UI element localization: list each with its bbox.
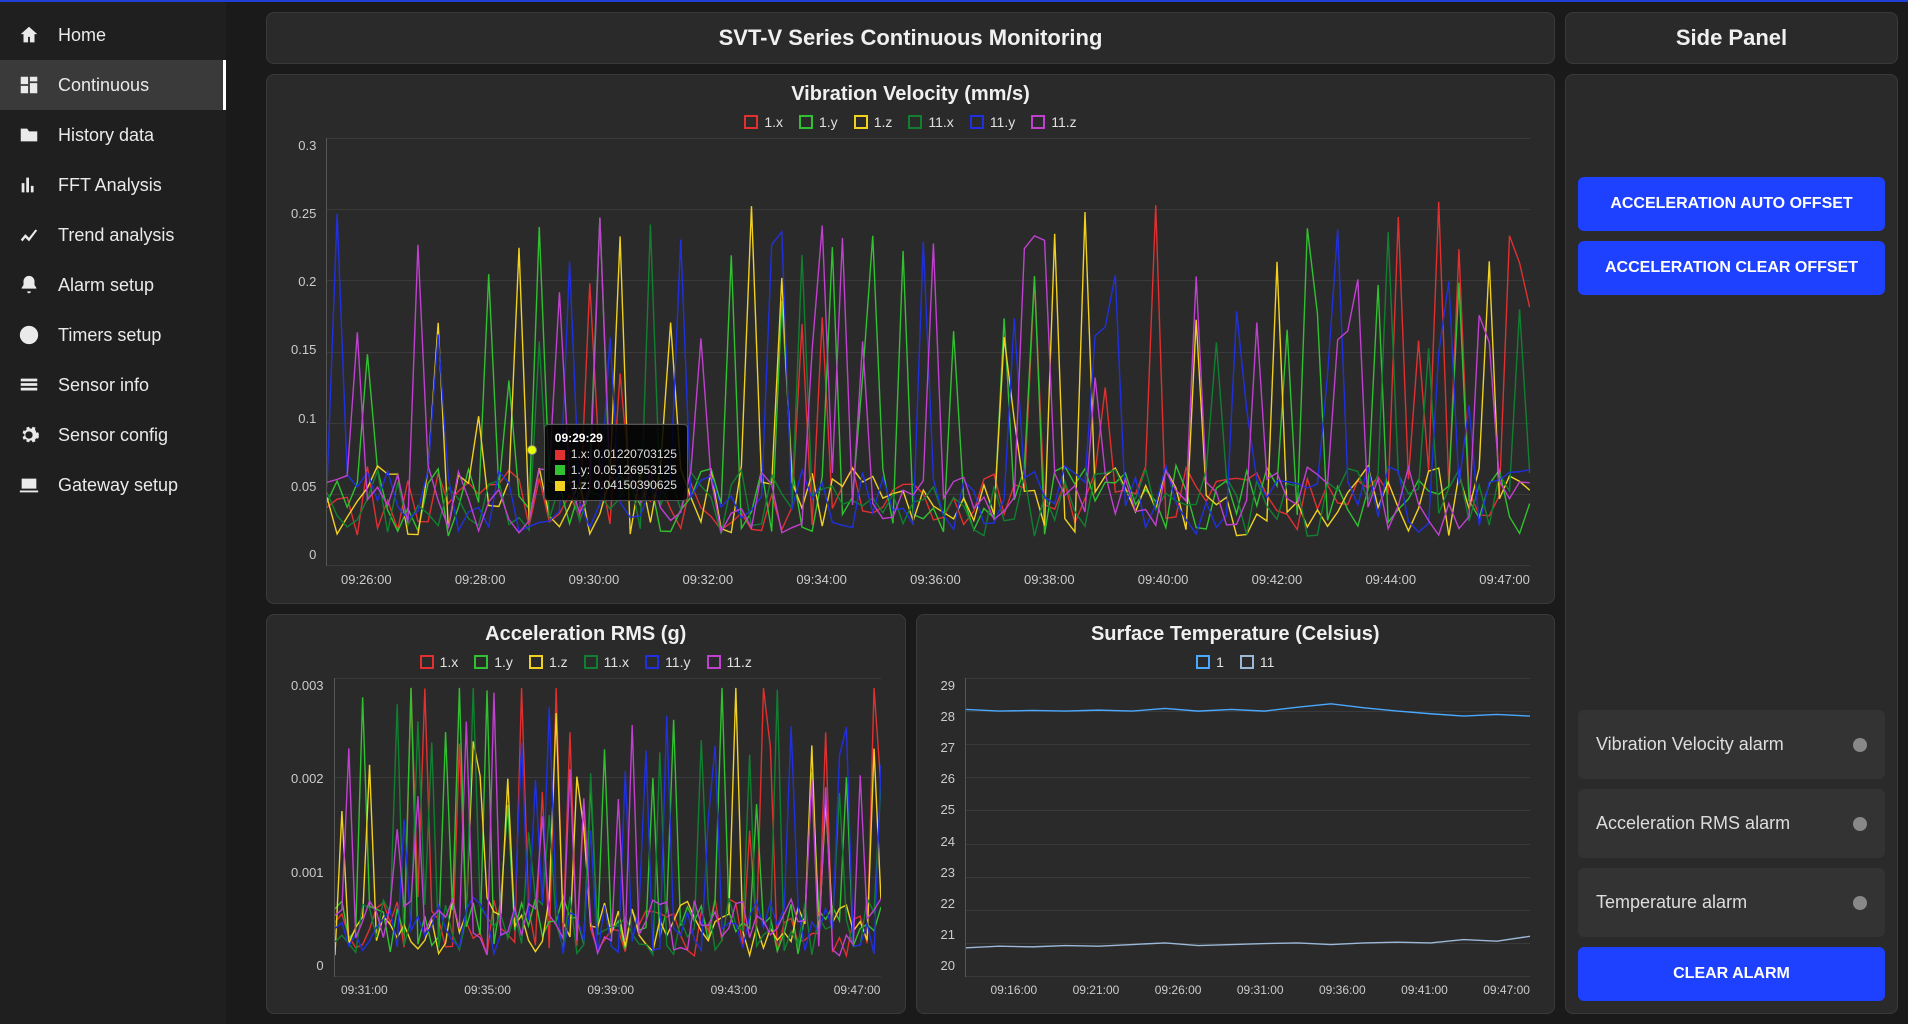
sidebar-item-continuous[interactable]: Continuous: [0, 60, 226, 110]
sidebar-item-fft[interactable]: FFT Analysis: [0, 160, 226, 210]
legend-swatch: [529, 655, 543, 669]
legend-swatch: [420, 655, 434, 669]
velocity-xaxis: 09:26:0009:28:0009:30:0009:32:0009:34:00…: [291, 572, 1530, 587]
temp-chart-title: Surface Temperature (Celsius): [941, 623, 1531, 646]
clock-icon: [18, 324, 40, 346]
legend-swatch: [744, 115, 758, 129]
sidebar-item-home[interactable]: Home: [0, 10, 226, 60]
sidebar-item-label: Sensor info: [58, 375, 149, 396]
temp-yaxis: 29282726252423222120: [941, 678, 965, 977]
legend-item[interactable]: 1.x: [744, 114, 783, 130]
sidebar-item-label: Gateway setup: [58, 475, 178, 496]
accel-legend: 1.x 1.y 1.z 11.x 11.y 11.z: [291, 654, 881, 670]
legend-swatch: [1196, 655, 1210, 669]
velocity-chart: Vibration Velocity (mm/s) 1.x1.y1.z11.x1…: [266, 74, 1555, 604]
folder-icon: [18, 124, 40, 146]
alarm-indicator: [1853, 817, 1867, 831]
velocity-chart-title: Vibration Velocity (mm/s): [291, 83, 1530, 106]
sidebar-item-alarm[interactable]: Alarm setup: [0, 260, 226, 310]
sidebar-item-label: FFT Analysis: [58, 175, 162, 196]
sidebar: Home Continuous History data FFT Analysis Tr…: [0, 2, 226, 1024]
sidebar-item-label: Sensor config: [58, 425, 168, 446]
legend-item[interactable]: 11.x: [584, 654, 629, 670]
sidebar-item-gateway[interactable]: Gateway setup: [0, 460, 226, 510]
sidebar-item-label: Timers setup: [58, 325, 161, 346]
velocity-plot-area[interactable]: 09:29:291.x: 0.012207031251.y: 0.0512695…: [326, 138, 1530, 566]
legend-swatch: [854, 115, 868, 129]
accel-plot-area[interactable]: [334, 678, 881, 977]
legend-item[interactable]: 11: [1240, 654, 1275, 670]
sidebar-item-label: Trend analysis: [58, 225, 174, 246]
sidebar-item-label: History data: [58, 125, 154, 146]
temp-legend: 111: [941, 654, 1531, 670]
dashboard-icon: [18, 74, 40, 96]
temp-xaxis: 09:16:0009:21:0009:26:0009:31:0009:36:00…: [941, 983, 1531, 997]
legend-item[interactable]: 11.y: [970, 114, 1015, 130]
legend-item[interactable]: 11.y: [645, 654, 690, 670]
legend-item[interactable]: 11.z: [707, 654, 752, 670]
laptop-icon: [18, 474, 40, 496]
tooltip-time: 09:29:29: [555, 431, 677, 445]
sidebar-item-sensorinfo[interactable]: Sensor info: [0, 360, 226, 410]
legend-item[interactable]: 1.z: [854, 114, 893, 130]
legend-swatch: [1240, 655, 1254, 669]
sidebar-item-history[interactable]: History data: [0, 110, 226, 160]
legend-swatch: [584, 655, 598, 669]
side-panel-title: Side Panel: [1565, 12, 1898, 64]
accel-chart-title: Acceleration RMS (g): [291, 623, 881, 646]
sidebar-item-timers[interactable]: Timers setup: [0, 310, 226, 360]
cursor-dot: [527, 445, 537, 455]
alarm-label: Vibration Velocity alarm: [1596, 734, 1784, 755]
alarm-accel-rms: Acceleration RMS alarm: [1578, 789, 1885, 858]
sidebar-item-trend[interactable]: Trend analysis: [0, 210, 226, 260]
temp-chart: Surface Temperature (Celsius) 111 292827…: [916, 614, 1556, 1014]
legend-swatch: [474, 655, 488, 669]
side-panel: Side Panel ACCELERATION AUTO OFFSET ACCEL…: [1565, 12, 1898, 1014]
alarm-temp: Temperature alarm: [1578, 868, 1885, 937]
accel-clear-button[interactable]: ACCELERATION CLEAR OFFSET: [1578, 241, 1885, 295]
velocity-legend: 1.x 1.y 1.z 11.x 11.y 11.z: [291, 114, 1530, 130]
legend-item[interactable]: 1: [1196, 654, 1224, 670]
sidebar-item-label: Home: [58, 25, 106, 46]
alarm-vib-vel: Vibration Velocity alarm: [1578, 710, 1885, 779]
sidebar-item-sensorconfig[interactable]: Sensor config: [0, 410, 226, 460]
page-title: SVT-V Series Continuous Monitoring: [266, 12, 1555, 64]
legend-item[interactable]: 11.z: [1031, 114, 1076, 130]
accel-yaxis: 0.0030.0020.0010: [291, 678, 334, 977]
legend-item[interactable]: 1.x: [420, 654, 459, 670]
sidebar-item-label: Alarm setup: [58, 275, 154, 296]
accel-xaxis: 09:31:0009:35:0009:39:0009:43:0009:47:00: [291, 983, 881, 997]
legend-swatch: [645, 655, 659, 669]
alarm-label: Temperature alarm: [1596, 892, 1747, 913]
home-icon: [18, 24, 40, 46]
sidebar-item-label: Continuous: [58, 75, 149, 96]
legend-swatch: [908, 115, 922, 129]
legend-item[interactable]: 11.x: [908, 114, 953, 130]
legend-swatch: [1031, 115, 1045, 129]
legend-swatch: [799, 115, 813, 129]
chart-tooltip: 09:29:291.x: 0.012207031251.y: 0.0512695…: [544, 424, 688, 501]
gear-icon: [18, 424, 40, 446]
temp-plot-area[interactable]: [965, 678, 1530, 977]
accel-auto-button[interactable]: ACCELERATION AUTO OFFSET: [1578, 177, 1885, 231]
alarm-indicator: [1853, 738, 1867, 752]
legend-item[interactable]: 1.y: [799, 114, 838, 130]
legend-swatch: [707, 655, 721, 669]
alarm-label: Acceleration RMS alarm: [1596, 813, 1790, 834]
legend-item[interactable]: 1.z: [529, 654, 568, 670]
trend-icon: [18, 224, 40, 246]
legend-swatch: [970, 115, 984, 129]
legend-item[interactable]: 1.y: [474, 654, 513, 670]
list-icon: [18, 374, 40, 396]
accel-chart: Acceleration RMS (g) 1.x 1.y 1.z 11.x 11.y 11…: [266, 614, 906, 1014]
clear-alarm-button[interactable]: CLEAR ALARM: [1578, 947, 1885, 1001]
velocity-yaxis: 0.30.250.20.150.10.050: [291, 138, 326, 566]
alarm-indicator: [1853, 896, 1867, 910]
bar-icon: [18, 174, 40, 196]
bell-icon: [18, 274, 40, 296]
